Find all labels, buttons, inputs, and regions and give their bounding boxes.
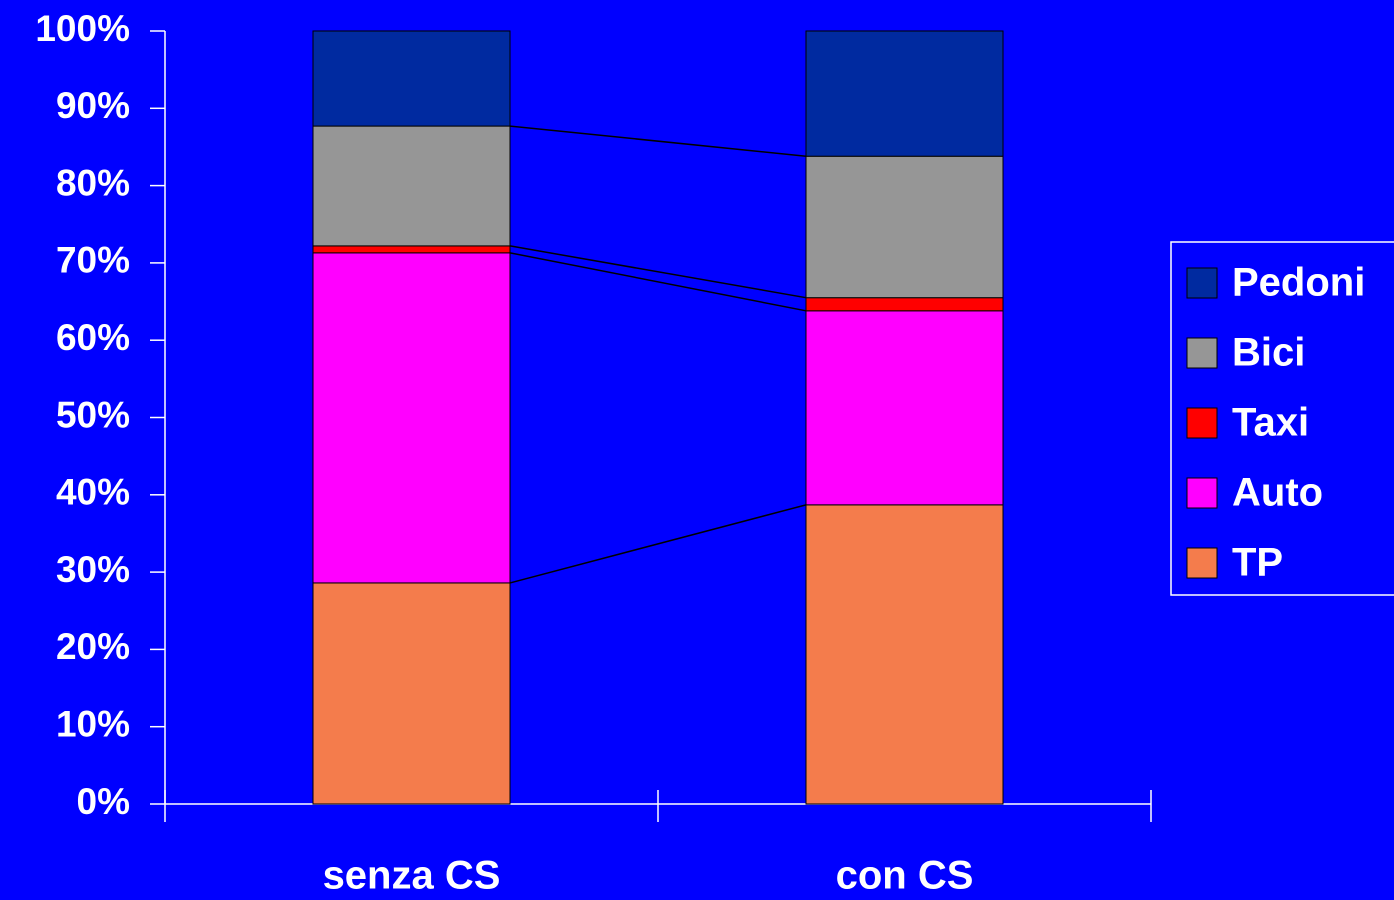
series-line [509,125,807,157]
legend-swatch [1186,547,1218,579]
bar-segment [312,125,511,247]
bar-segment [805,297,1004,312]
y-tick-label: 60% [56,317,130,358]
bar-segment [805,155,1004,299]
series-line [509,245,807,299]
legend-label: Auto [1232,471,1323,515]
y-tick-label: 80% [56,162,130,203]
x-tick-label: con CS [836,854,974,898]
y-tick-label: 20% [56,626,130,667]
bar-segment [312,252,511,584]
y-tick-label: 10% [56,703,130,744]
series-line [509,252,807,312]
y-tick-label: 0% [77,781,130,822]
y-tick-label: 90% [56,85,130,126]
legend-label: TP [1232,541,1283,585]
legend-swatch [1186,407,1218,439]
legend-swatch [1186,337,1218,369]
y-tick-label: 70% [56,240,130,281]
bar-segment [312,245,511,254]
y-tick-label: 40% [56,472,130,513]
legend-label: Pedoni [1232,261,1365,305]
bar-segment [805,504,1004,805]
legend-label: Taxi [1232,401,1309,445]
legend-label: Bici [1232,331,1305,375]
y-tick-label: 30% [56,549,130,590]
bar-segment [805,30,1004,157]
series-line [509,504,807,584]
legend-swatch [1186,477,1218,509]
legend-box [1170,241,1394,596]
y-tick-label: 100% [35,8,130,49]
legend-swatch [1186,267,1218,299]
bar-segment [312,30,511,127]
bar-segment [312,582,511,805]
y-tick-label: 50% [56,394,130,435]
x-tick-label: senza CS [323,854,501,898]
bar-segment [805,310,1004,506]
